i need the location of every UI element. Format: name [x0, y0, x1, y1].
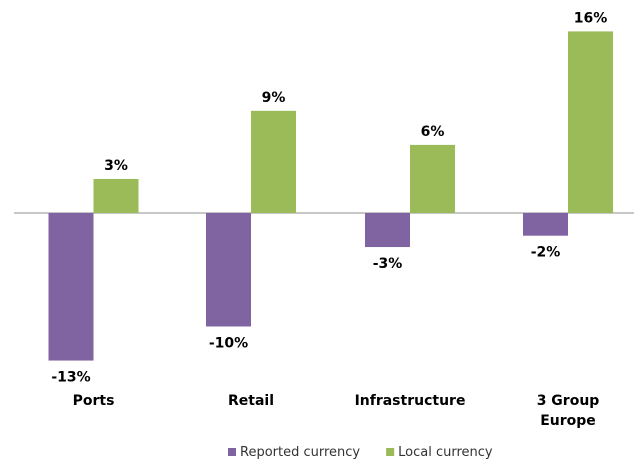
- category-label-0: Ports: [73, 393, 115, 409]
- data-label-1-3: 16%: [574, 10, 608, 26]
- bar-1-3: [568, 31, 613, 214]
- data-label-0-2: -3%: [373, 256, 403, 272]
- bar-1-2: [410, 144, 455, 213]
- bar-0-0: [48, 213, 94, 361]
- data-label-0-1: -10%: [209, 336, 248, 352]
- bar-0-2: [365, 213, 410, 248]
- data-label-1-0: 3%: [104, 158, 128, 174]
- bar-1-0: [93, 178, 139, 213]
- category-label-1: Retail: [228, 393, 274, 409]
- category-label-3-1: Europe: [540, 413, 596, 429]
- bar-1-1: [251, 110, 296, 213]
- legend-label-0: Reported currency: [240, 445, 360, 460]
- data-label-1-2: 6%: [421, 124, 445, 140]
- data-label-0-0: -13%: [51, 370, 90, 386]
- bar-0-1: [206, 213, 251, 327]
- data-labels: -13% 3% -10% 9% -3% 6% -2% 16%: [51, 10, 607, 385]
- category-label-3-0: 3 Group: [537, 393, 600, 409]
- category-labels: Ports Retail Infrastructure 3 Group Europe: [73, 393, 600, 429]
- legend: Reported currency Local currency: [228, 445, 493, 460]
- legend-label-1: Local currency: [398, 445, 493, 460]
- bar-0-3: [523, 213, 568, 236]
- plot-area: [14, 31, 634, 361]
- data-label-0-3: -2%: [531, 245, 561, 261]
- data-label-1-1: 9%: [262, 90, 286, 106]
- category-label-2: Infrastructure: [355, 393, 466, 409]
- legend-swatch-0: [228, 448, 236, 456]
- legend-swatch-1: [386, 448, 395, 456]
